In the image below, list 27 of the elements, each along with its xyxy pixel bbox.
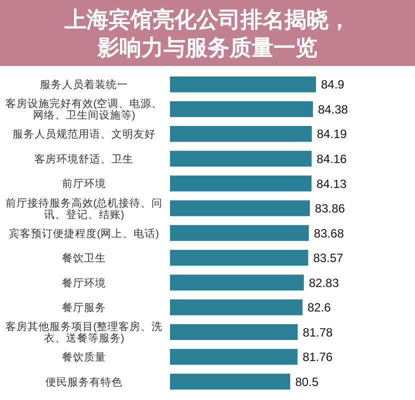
y-tick-label: 客房其他服务项目(整理客房、洗衣、送餐等服务) bbox=[5, 320, 163, 345]
y-tick-label: 宾客预订便捷程度(网上、电话) bbox=[9, 226, 159, 240]
data-label: 84.13 bbox=[316, 176, 347, 191]
y-tick-label: 便民服务有特色 bbox=[46, 376, 122, 388]
y-tick-label: 客房环境舒适、卫生 bbox=[34, 152, 134, 166]
data-label: 83.68 bbox=[314, 226, 344, 240]
data-label: 82.6 bbox=[308, 300, 332, 315]
y-tick-label: 餐饮质量 bbox=[62, 350, 106, 364]
data-label: 81.76 bbox=[302, 350, 333, 364]
data-label: 82.83 bbox=[308, 276, 340, 290]
y-tick-label: 前厅接待服务高效(总机接待、问讯、登记、结账) bbox=[5, 196, 163, 221]
data-label: 84.9 bbox=[321, 78, 345, 92]
y-tick-label: 客房设施完好有效(空调、电源、网络、卫生间设施等) bbox=[5, 97, 163, 122]
y-tick-label: 餐厅服务 bbox=[62, 302, 106, 314]
data-label: 83.86 bbox=[314, 202, 346, 216]
data-label: 81.78 bbox=[302, 325, 334, 340]
y-tick-label: 服务人员着装统一 bbox=[40, 78, 128, 92]
data-label: 83.57 bbox=[313, 251, 344, 266]
chart-title: 上海宾馆亮化公司排名揭晓，影响力与服务质量一览 bbox=[64, 6, 350, 60]
data-label: 84.19 bbox=[316, 127, 348, 142]
data-label: 80.5 bbox=[295, 374, 319, 389]
y-tick-label: 服务人员规范用语、文明友好 bbox=[12, 128, 156, 141]
y-tick-label: 餐饮卫生 bbox=[62, 252, 106, 265]
y-tick-label: 餐厅环境 bbox=[62, 276, 106, 290]
data-label: 84.38 bbox=[318, 102, 348, 116]
data-label: 84.16 bbox=[316, 152, 348, 166]
y-tick-label: 前厅环境 bbox=[62, 177, 106, 190]
